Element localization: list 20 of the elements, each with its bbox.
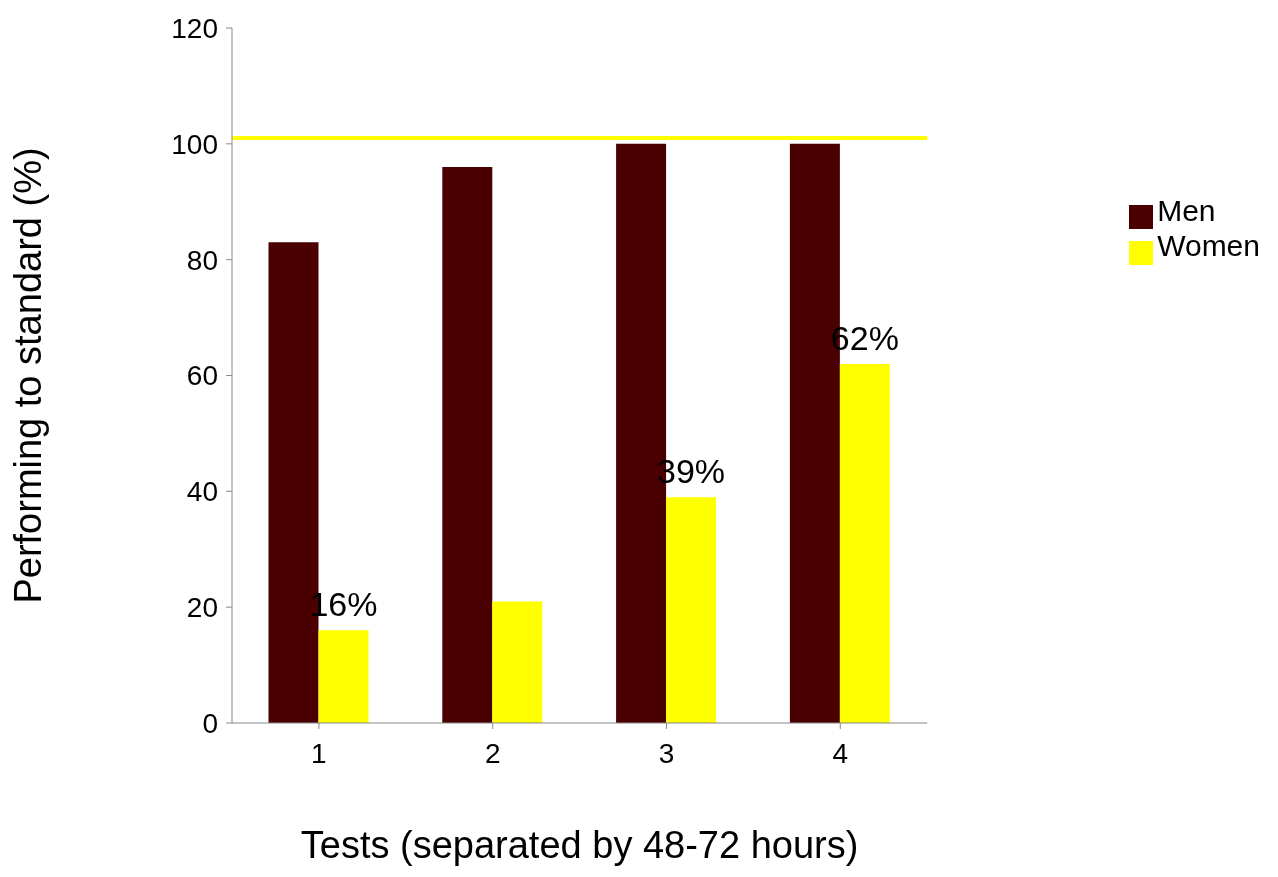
x-axis-title: Tests (separated by 48-72 hours): [300, 824, 859, 866]
y-tick-label: 80: [186, 244, 218, 276]
bar: [666, 497, 717, 723]
x-tick-label: 1: [311, 737, 327, 769]
y-tick-label: 20: [186, 592, 218, 624]
legend-label: Women: [1157, 229, 1260, 263]
x-tick-label: 4: [832, 737, 849, 769]
y-tick-label: 100: [171, 128, 218, 160]
bar: [839, 363, 890, 723]
bar: [492, 601, 543, 723]
x-tick-label: 3: [658, 737, 675, 769]
x-tick-label: 2: [484, 737, 501, 769]
bar: [442, 167, 493, 723]
y-tick-label: 60: [186, 360, 218, 392]
legend-label: Men: [1157, 194, 1216, 227]
bar: [318, 630, 369, 723]
y-tick-label: 120: [171, 12, 218, 44]
y-axis-title: Performing to standard (%): [7, 147, 50, 604]
y-tick-label: 40: [186, 476, 218, 508]
y-tick-label: 0: [202, 707, 218, 739]
